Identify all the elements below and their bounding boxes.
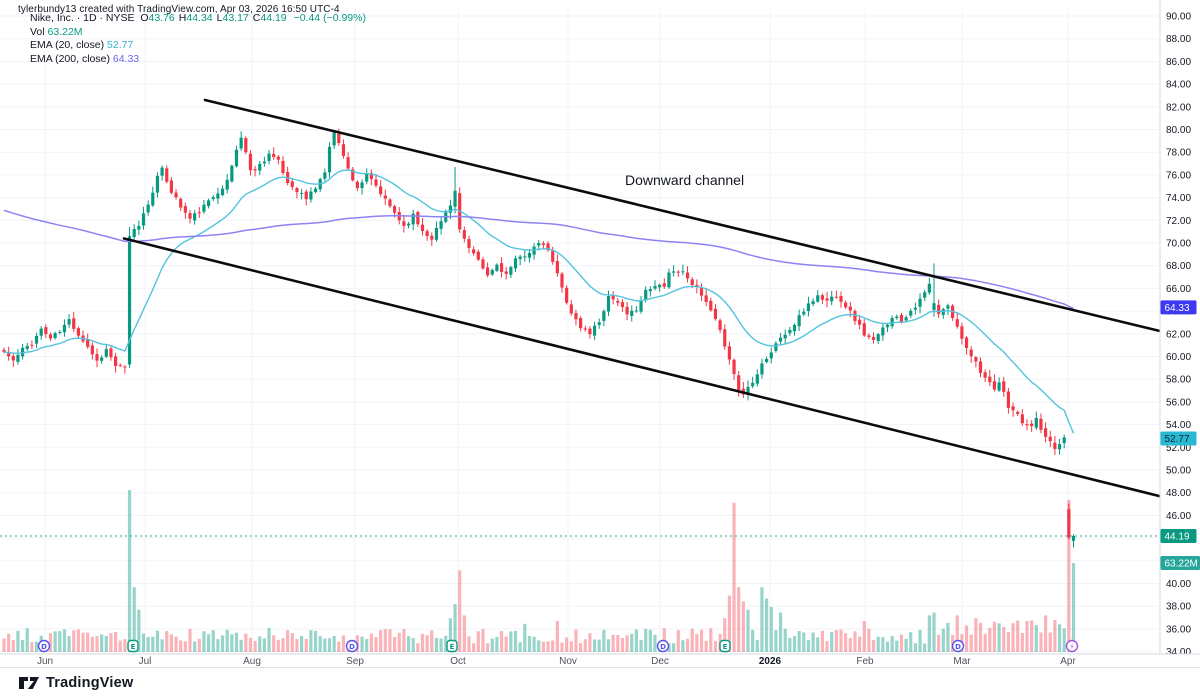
svg-text:2026: 2026 [759,656,782,667]
svg-text:D: D [41,643,47,651]
earnings-marker-icon[interactable]: E [446,639,458,653]
svg-text:84.00: 84.00 [1166,80,1191,91]
earnings-marker-icon[interactable]: E [719,639,731,653]
axis-price-label [1160,431,1197,446]
tradingview-logo-icon[interactable] [18,674,40,692]
high-value: 44.34 [186,12,213,24]
svg-text:72.00: 72.00 [1166,216,1191,227]
earnings-marker-icon[interactable]: E [127,639,139,653]
svg-text:82.00: 82.00 [1166,102,1191,113]
ema20-label: EMA (20, close) [30,39,105,51]
svg-text:52.77: 52.77 [1165,434,1190,445]
ema200-label: EMA (200, close) [30,52,110,65]
symbol-row[interactable]: Nike, Inc. · 1D · NYSE O43.76 H44.34 L43.1… [30,12,366,26]
ema20-row[interactable]: EMA (20, close) 52.77 [30,39,366,53]
svg-text:63.22M: 63.22M [1165,559,1198,570]
axis-price-label [1160,528,1197,543]
svg-text:40.00: 40.00 [1166,579,1191,590]
low-label: L [216,12,223,24]
svg-text:52.00: 52.00 [1166,443,1191,454]
svg-text:38.00: 38.00 [1166,602,1191,613]
svg-text:E: E [723,643,728,651]
svg-text:Sep: Sep [346,656,364,667]
ema20-value: 52.77 [107,39,134,51]
dividend-marker-icon[interactable]: D [345,639,359,653]
attribution-text: tylerbundy13 created with TradingView.co… [18,4,340,15]
svg-text:70.00: 70.00 [1166,239,1191,250]
axis-price-label [1160,300,1197,315]
svg-text:74.00: 74.00 [1166,193,1191,204]
separator: · [76,12,81,24]
chart-legend: Nike, Inc. · 1D · NYSE O43.76 H44.34 L43.1… [30,12,366,66]
open-value: 43.76 [148,12,175,24]
axis-price-label [1160,556,1200,570]
exchange: NYSE [105,12,135,24]
svg-text:Oct: Oct [450,656,466,667]
svg-text:50.00: 50.00 [1166,466,1191,477]
svg-text:D: D [349,643,355,651]
open-label: O [140,12,149,24]
svg-text:Apr: Apr [1060,656,1076,667]
svg-text:86.00: 86.00 [1166,57,1191,68]
svg-text:44.19: 44.19 [1165,531,1190,542]
close-label: C [252,12,261,24]
volume-value: 63.22M [47,25,83,38]
svg-text:60.00: 60.00 [1166,352,1191,363]
svg-text:56.00: 56.00 [1166,397,1191,408]
svg-text:E: E [131,643,136,651]
low-value: 43.17 [222,12,249,24]
dividend-marker-icon[interactable]: D [951,639,965,653]
svg-text:⚡: ⚡ [1069,642,1074,651]
volume-row[interactable]: Vol 63.22M [30,26,366,40]
svg-text:Jun: Jun [37,656,53,667]
svg-text:54.00: 54.00 [1166,420,1191,431]
svg-text:66.00: 66.00 [1166,284,1191,295]
svg-text:34.00: 34.00 [1166,647,1191,658]
svg-text:80.00: 80.00 [1166,125,1191,136]
svg-text:58.00: 58.00 [1166,375,1191,386]
svg-text:62.00: 62.00 [1166,329,1191,340]
interval[interactable]: 1D [83,12,97,24]
svg-text:Nov: Nov [559,656,577,667]
svg-text:Aug: Aug [243,656,261,667]
svg-text:E: E [450,643,455,651]
svg-text:D: D [660,643,666,651]
svg-text:78.00: 78.00 [1166,148,1191,159]
change-value: −0.44 (−0.99%) [293,12,366,24]
svg-text:Dec: Dec [651,656,669,667]
svg-text:48.00: 48.00 [1166,488,1191,499]
svg-text:88.00: 88.00 [1166,34,1191,45]
channel-annotation-text[interactable]: Downward channel [625,172,745,188]
ema200-row[interactable]: EMA (200, close) 64.33 [30,53,366,67]
volume-label: Vol [30,25,45,38]
svg-text:Feb: Feb [856,656,874,667]
svg-text:Jul: Jul [139,656,152,667]
dividend-marker-icon[interactable]: D [656,639,670,653]
svg-text:76.00: 76.00 [1166,170,1191,181]
footer-bar: TradingView [0,667,1200,696]
svg-text:64.33: 64.33 [1165,303,1190,314]
symbol-name[interactable]: Nike, Inc. [30,12,74,24]
event-marker-icon[interactable]: ⚡ [1065,639,1079,653]
svg-text:90.00: 90.00 [1166,12,1191,23]
svg-text:68.00: 68.00 [1166,261,1191,272]
svg-text:Mar: Mar [953,656,971,667]
svg-text:46.00: 46.00 [1166,511,1191,522]
close-value: 44.19 [260,12,287,24]
price-chart-canvas[interactable]: 34.0036.0038.0040.0042.0044.0046.0048.00… [0,0,1200,667]
separator: · [99,12,103,24]
high-label: H [178,12,187,24]
svg-text:36.00: 36.00 [1166,624,1191,635]
svg-text:D: D [955,643,961,651]
tradingview-brand-text[interactable]: TradingView [46,674,134,691]
dividend-marker-icon[interactable]: D [37,639,51,653]
ema200-value: 64.33 [112,52,140,65]
